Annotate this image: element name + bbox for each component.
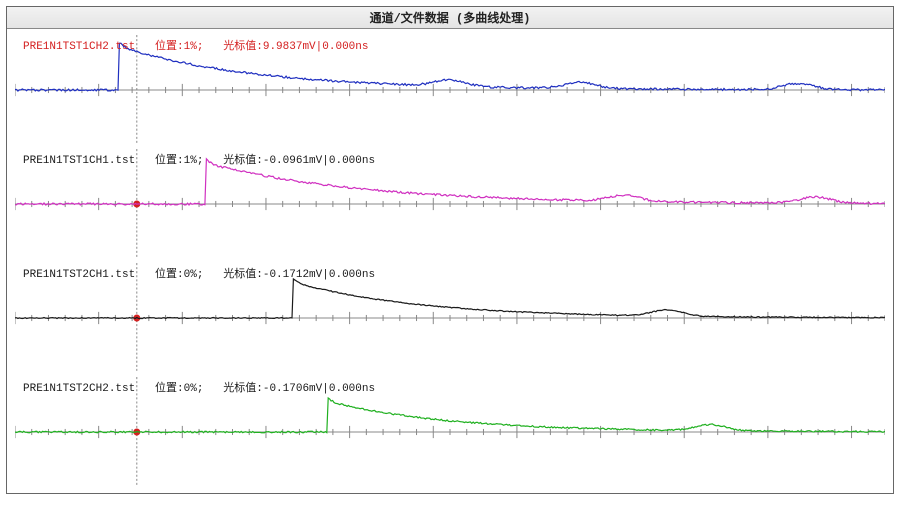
position-label: 位置:0%; xyxy=(155,383,203,395)
cursor-value-label: 光标值:-0.1706mV|0.000ns xyxy=(223,383,375,395)
channel-panel: PRE1N1TST2CH2.tst 位置:0%; 光标值:-0.1706mV|0… xyxy=(15,375,885,489)
channel-panel: PRE1N1TST1CH2.tst 位置:1%; 光标值:9.9837mV|0.… xyxy=(15,33,885,147)
file-name: PRE1N1TST2CH2.tst xyxy=(23,383,135,395)
position-label: 位置:1%; xyxy=(155,41,203,53)
channel-label: PRE1N1TST2CH2.tst 位置:0%; 光标值:-0.1706mV|0… xyxy=(23,379,375,395)
channel-label: PRE1N1TST2CH1.tst 位置:0%; 光标值:-0.1712mV|0… xyxy=(23,265,375,281)
window-title: 通道/文件数据 (多曲线处理) xyxy=(7,7,893,29)
position-label: 位置:1%; xyxy=(155,155,203,167)
plot-area: PRE1N1TST1CH2.tst 位置:1%; 光标值:9.9837mV|0.… xyxy=(7,29,893,493)
file-name: PRE1N1TST2CH1.tst xyxy=(23,269,135,281)
position-label: 位置:0%; xyxy=(155,269,203,281)
file-name: PRE1N1TST1CH1.tst xyxy=(23,155,135,167)
waveform-trace xyxy=(15,398,885,433)
oscilloscope-window: 通道/文件数据 (多曲线处理) PRE1N1TST1CH2.tst 位置:1%;… xyxy=(6,6,894,494)
channel-panel: PRE1N1TST2CH1.tst 位置:0%; 光标值:-0.1712mV|0… xyxy=(15,261,885,375)
cursor-value-label: 光标值:-0.0961mV|0.000ns xyxy=(223,155,375,167)
channel-label: PRE1N1TST1CH1.tst 位置:1%; 光标值:-0.0961mV|0… xyxy=(23,151,375,167)
channel-label: PRE1N1TST1CH2.tst 位置:1%; 光标值:9.9837mV|0.… xyxy=(23,37,368,53)
cursor-value-label: 光标值:9.9837mV|0.000ns xyxy=(223,41,368,53)
file-name: PRE1N1TST1CH2.tst xyxy=(23,41,135,53)
channel-panel: PRE1N1TST1CH1.tst 位置:1%; 光标值:-0.0961mV|0… xyxy=(15,147,885,261)
waveform-trace xyxy=(15,279,885,318)
cursor-value-label: 光标值:-0.1712mV|0.000ns xyxy=(223,269,375,281)
